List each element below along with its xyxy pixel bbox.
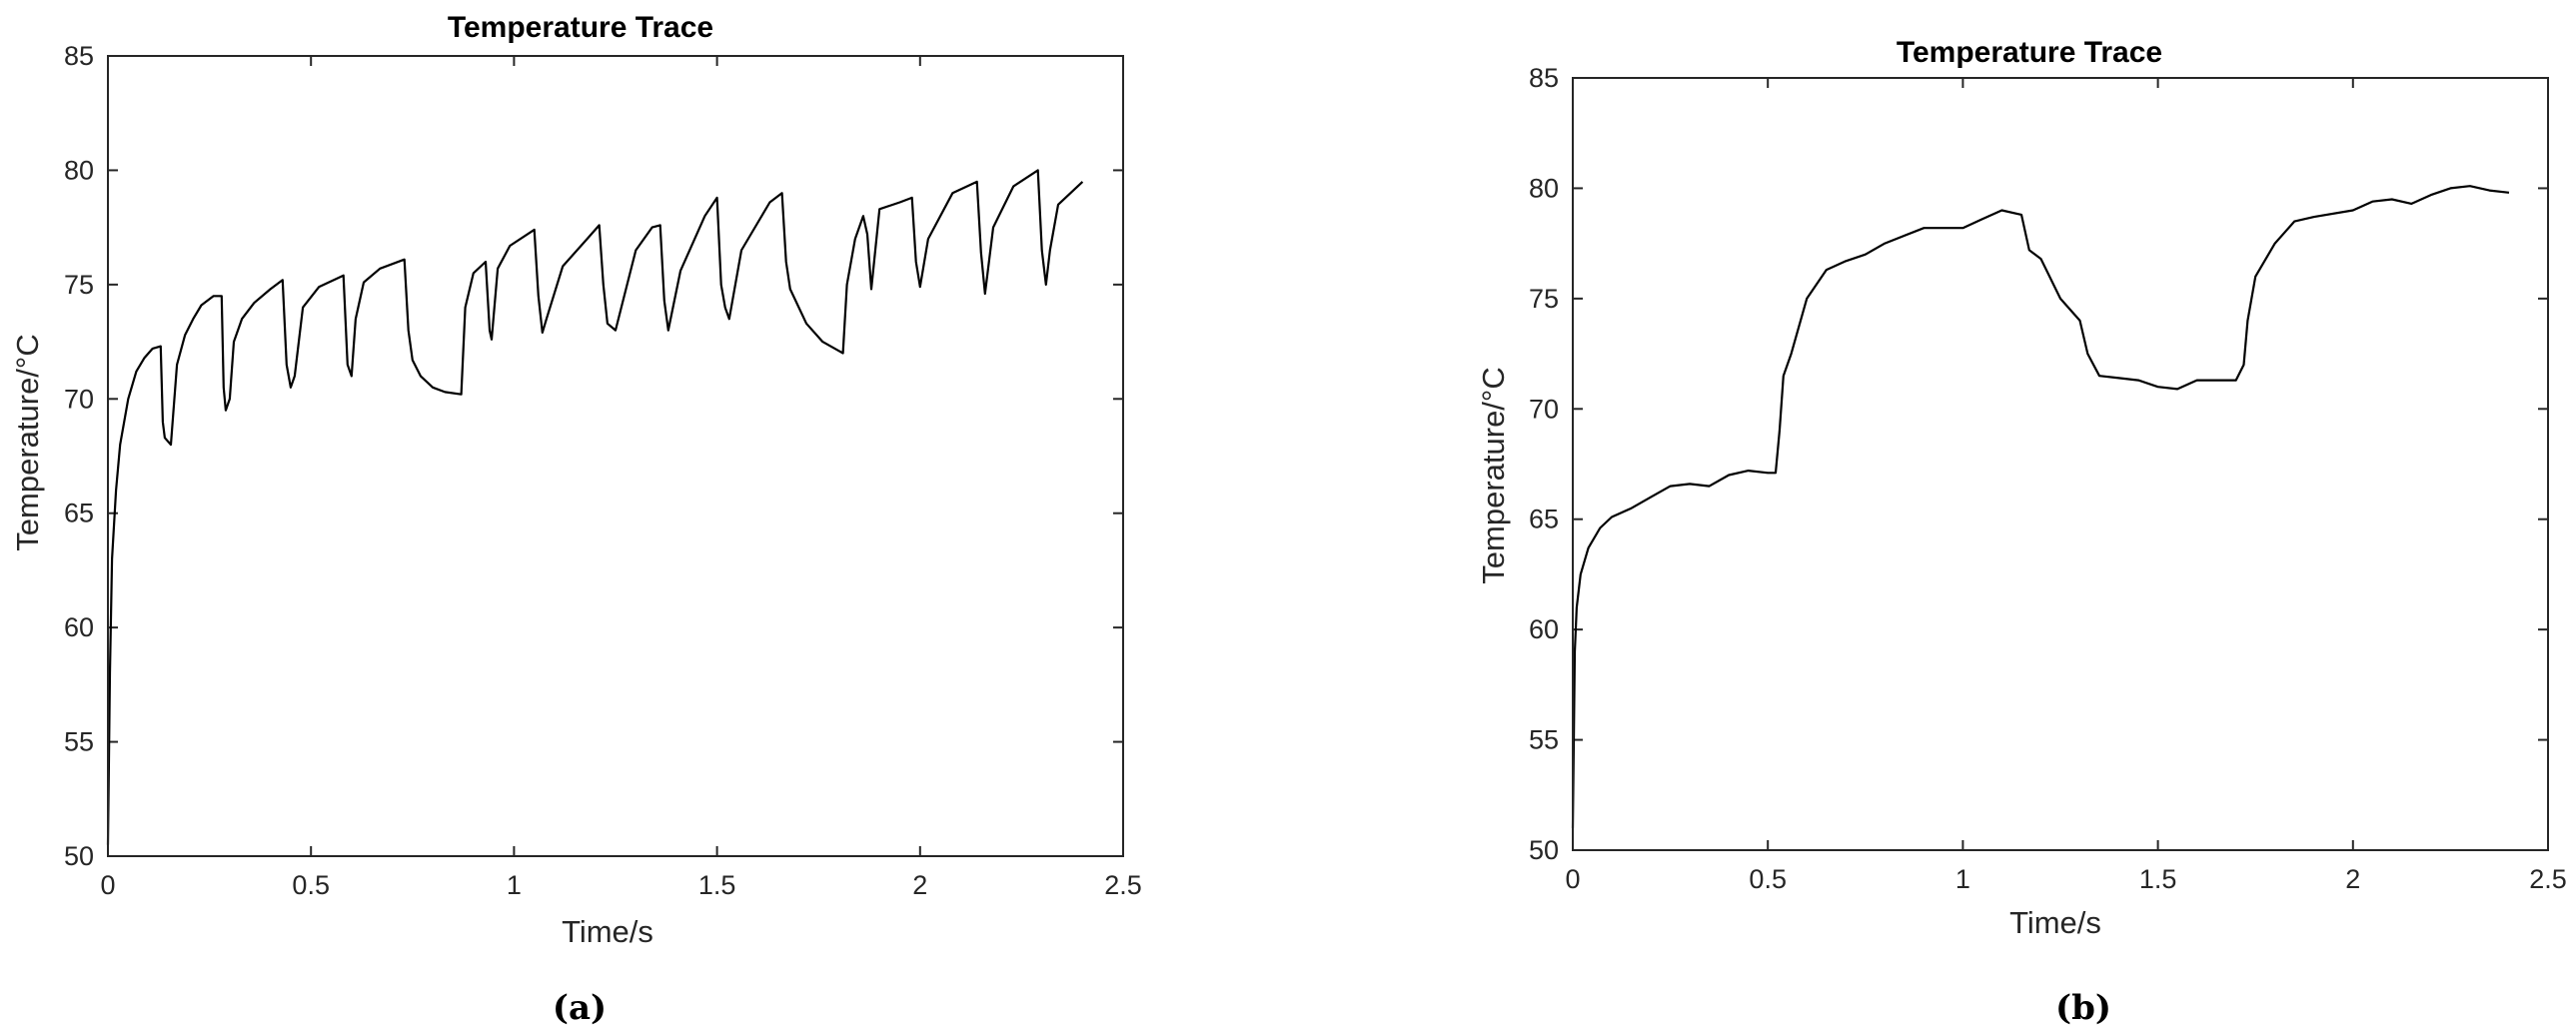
chart-b-xlabel: Time/s (2009, 905, 2101, 940)
chart-b-ytick-label: 65 (1529, 505, 1559, 534)
chart-a-xtick-label: 1 (507, 870, 522, 900)
chart-a-frame (107, 55, 1124, 857)
chart-a-xticks: 0 0.5 1 1.5 2 2.5 (100, 56, 1142, 900)
chart-a-yticks: 50 55 60 65 70 75 80 85 (64, 41, 1123, 871)
chart-a-ytick-label: 60 (64, 612, 94, 642)
chart-b-title: Temperature Trace (1897, 36, 2162, 69)
chart-a-ytick-label: 55 (64, 727, 94, 757)
chart-a-xtick-label: 1.5 (698, 870, 736, 900)
chart-a-xtick-label: 2.5 (1104, 870, 1142, 900)
chart-b-frame (1572, 77, 2549, 851)
chart-b-xtick-label: 1 (1955, 864, 1970, 894)
chart-a-ytick-label: 75 (64, 270, 94, 300)
chart-b-caption: (b) (2055, 988, 2111, 1028)
chart-panel-b: Temperature Trace Temperature/°C Time/s … (1476, 36, 2567, 1028)
chart-b-yticks: 50 55 60 65 70 75 80 85 (1529, 63, 2548, 865)
chart-b-xtick-label: 2.5 (2529, 864, 2567, 894)
chart-a-xlabel: Time/s (562, 914, 653, 949)
chart-a-xtick-label: 2 (912, 870, 927, 900)
chart-b-ytick-label: 50 (1529, 835, 1559, 865)
chart-a-title: Temperature Trace (448, 11, 713, 44)
chart-a-ytick-label: 70 (64, 384, 94, 414)
chart-b-ytick-label: 55 (1529, 725, 1559, 755)
chart-a-ytick-label: 85 (64, 41, 94, 71)
chart-a-ytick-label: 65 (64, 499, 94, 528)
chart-b-ytick-label: 80 (1529, 173, 1559, 203)
chart-b-ytick-label: 85 (1529, 63, 1559, 93)
chart-b-ytick-label: 60 (1529, 614, 1559, 644)
chart-a-ytick-label: 80 (64, 155, 94, 185)
chart-a-xtick-label: 0 (100, 870, 115, 900)
chart-b-xtick-label: 1.5 (2139, 864, 2177, 894)
chart-a-xtick-label: 0.5 (292, 870, 330, 900)
chart-b-xtick-label: 2 (2345, 864, 2360, 894)
chart-a-series-line (106, 169, 1084, 845)
chart-b-xtick-label: 0 (1565, 864, 1580, 894)
chart-b-ylabel: Temperature/°C (1476, 367, 1511, 583)
chart-panel-a: Temperature Trace Temperature/°C Time/s … (10, 11, 1142, 1028)
chart-b-xtick-label: 0.5 (1749, 864, 1787, 894)
chart-a-caption: (a) (553, 988, 607, 1028)
chart-b-ytick-label: 75 (1529, 284, 1559, 314)
chart-b-series-line (1571, 185, 2510, 828)
chart-b-xticks: 0 0.5 1 1.5 2 2.5 (1565, 78, 2567, 894)
chart-b-ytick-label: 70 (1529, 394, 1559, 424)
chart-a-ylabel: Temperature/°C (10, 334, 45, 550)
chart-a-ytick-label: 50 (64, 841, 94, 871)
